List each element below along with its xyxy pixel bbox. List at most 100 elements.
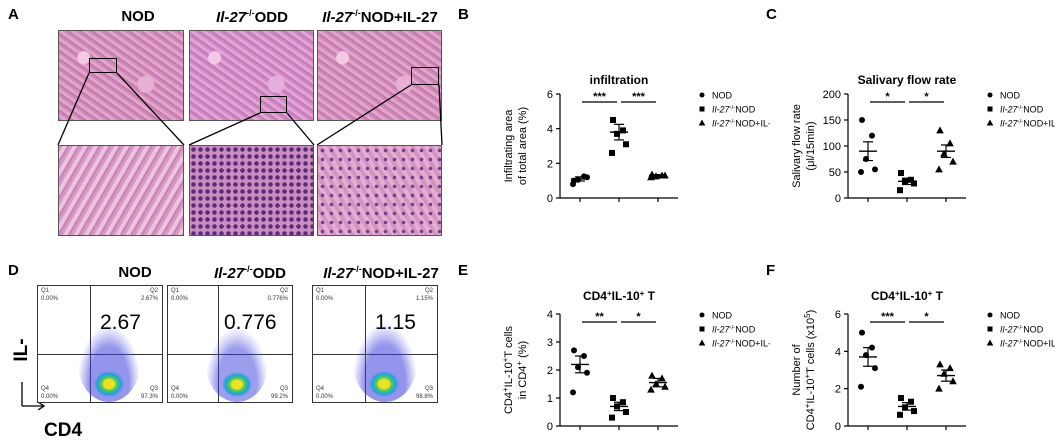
- legend-italic: Il-27: [1000, 105, 1019, 115]
- data-point: [858, 383, 864, 390]
- y-tick-label: 100: [823, 141, 841, 153]
- y-tick-label: 50: [829, 167, 841, 179]
- y-tick-label: 2: [547, 158, 553, 170]
- legend-label: Il-27-/-NOD: [712, 325, 756, 335]
- text-part: +: [895, 290, 900, 298]
- legend-marker: [699, 92, 705, 98]
- legend-rest: NOD+IL-27: [1023, 119, 1055, 129]
- y-tick-label: 0: [835, 421, 841, 433]
- legend-label: Il-27-/-NOD: [1000, 105, 1044, 115]
- histology-il27-odd-overview: [189, 30, 314, 121]
- flow-q3-label: Q3: [424, 386, 433, 392]
- flow-q4-label: Q4: [171, 386, 180, 392]
- text-part: CD4: [871, 290, 895, 303]
- flow-q4-value: 0.00%: [316, 394, 334, 400]
- y-tick-label: 6: [835, 309, 841, 321]
- legend-sup: -/-: [1018, 326, 1024, 332]
- legend-rest: NOD+IL-27: [735, 119, 770, 129]
- text-part: T: [644, 290, 655, 303]
- histology-nod-overview: [58, 30, 184, 121]
- text-part: ): [805, 310, 817, 314]
- legend-marker: [699, 326, 705, 332]
- data-point: [648, 371, 656, 379]
- flow-q1-label: Q1: [316, 288, 325, 294]
- significance-label: *: [885, 91, 890, 103]
- y-axis-label: Infiltrating area: [503, 109, 515, 183]
- flow-q4-value: 0.00%: [41, 394, 59, 400]
- legend-label: Il-27-/-NOD+IL-27: [1000, 339, 1055, 349]
- flow-x-axis-label: CD4: [44, 420, 83, 441]
- legend-marker: [698, 119, 706, 126]
- data-point: [898, 395, 904, 401]
- y-axis-label: CD4+IL-10+T cells: [501, 325, 516, 414]
- flow-q3-label: Q3: [149, 386, 158, 392]
- legend-sup: -/-: [1018, 106, 1024, 112]
- legend-label: Il-27-/-NOD+IL-27: [1000, 119, 1055, 129]
- text-part: +: [607, 290, 612, 298]
- flow-q1-value: 0.00%: [41, 296, 59, 302]
- histology-il27-odd-zoom: [189, 145, 314, 236]
- histology-nod-zoom: [58, 145, 184, 236]
- y-tick-label: 0: [835, 193, 841, 205]
- legend-label: NOD: [1000, 311, 1021, 321]
- flow-q2-label: Q2: [424, 288, 433, 294]
- data-point: [623, 141, 629, 148]
- legend-rest: NOD+IL-27: [735, 339, 770, 349]
- chart-title: CD4+IL-10+ T: [871, 290, 944, 303]
- text-part: IL-10: [503, 362, 515, 387]
- panel-d-title-il27-nod-il27: Il-27-/-NOD+IL-27: [323, 264, 439, 282]
- flow-q1-label: Q1: [171, 288, 180, 294]
- legend-sup: -/-: [1018, 340, 1024, 346]
- flow-y-axis-label: IL-10: [11, 338, 72, 362]
- data-point: [908, 398, 914, 405]
- y-tick-label: 2: [547, 365, 553, 377]
- significance-label: ***: [593, 91, 607, 103]
- text-part: of total area (%): [517, 107, 529, 185]
- data-point: [936, 360, 944, 368]
- legend-marker: [699, 106, 705, 112]
- panel-a-title-il27-nod-il27: Il-27-/-NOD+IL-27: [322, 8, 438, 26]
- flow-q1-value: 0.00%: [171, 296, 189, 302]
- data-point: [647, 385, 655, 393]
- data-point: [571, 347, 577, 354]
- data-point: [936, 126, 944, 134]
- legend-rest: NOD: [735, 105, 756, 115]
- text-part: CD4: [583, 290, 607, 303]
- legend-sup: -/-: [730, 106, 736, 112]
- panel-a-title-il27-odd: Il-27-/-ODD: [216, 8, 288, 26]
- text-part: CD4: [805, 408, 817, 430]
- data-point: [614, 130, 620, 137]
- panel-a-title-nod: NOD: [121, 8, 155, 25]
- text-part: +: [640, 290, 645, 298]
- data-point: [898, 170, 904, 177]
- data-point: [661, 382, 669, 390]
- text-part: T cells: [503, 325, 515, 357]
- data-point: [610, 395, 616, 401]
- roi-box-il27-nod-il27: [411, 67, 439, 85]
- y-axis-label: Salivary flow rate: [791, 104, 803, 188]
- flow-q4-label: Q4: [316, 386, 325, 392]
- flow-q3-value: 99.2%: [270, 394, 288, 400]
- panel-letter-b: B: [458, 6, 469, 23]
- panel-letter-c: C: [766, 6, 777, 23]
- y-axis-label: CD4+IL-10+T cells (x105): [803, 310, 818, 431]
- legend-sup: -/-: [1018, 120, 1024, 126]
- text-part: IL-10: [612, 290, 640, 303]
- flow-q2-label: Q2: [279, 288, 288, 294]
- data-point: [908, 176, 914, 183]
- data-point: [949, 157, 957, 165]
- data-point: [570, 389, 576, 396]
- legend-marker: [698, 339, 706, 346]
- chart-title: CD4+IL-10+ T: [583, 290, 656, 303]
- legend-label: Il-27-/-NOD: [1000, 325, 1044, 335]
- legend-marker: [987, 312, 993, 318]
- legend-label: NOD: [1000, 91, 1021, 101]
- legend-marker: [699, 312, 705, 318]
- y-axis-label: (μl/15min): [805, 121, 817, 170]
- histology-il27-nod-il27-zoom: [317, 145, 442, 236]
- legend-marker: [987, 92, 993, 98]
- flow-axis-arrow-icon: [21, 382, 46, 410]
- data-point: [647, 173, 655, 181]
- legend-label: Il-27-/-NOD+IL-27: [712, 339, 770, 349]
